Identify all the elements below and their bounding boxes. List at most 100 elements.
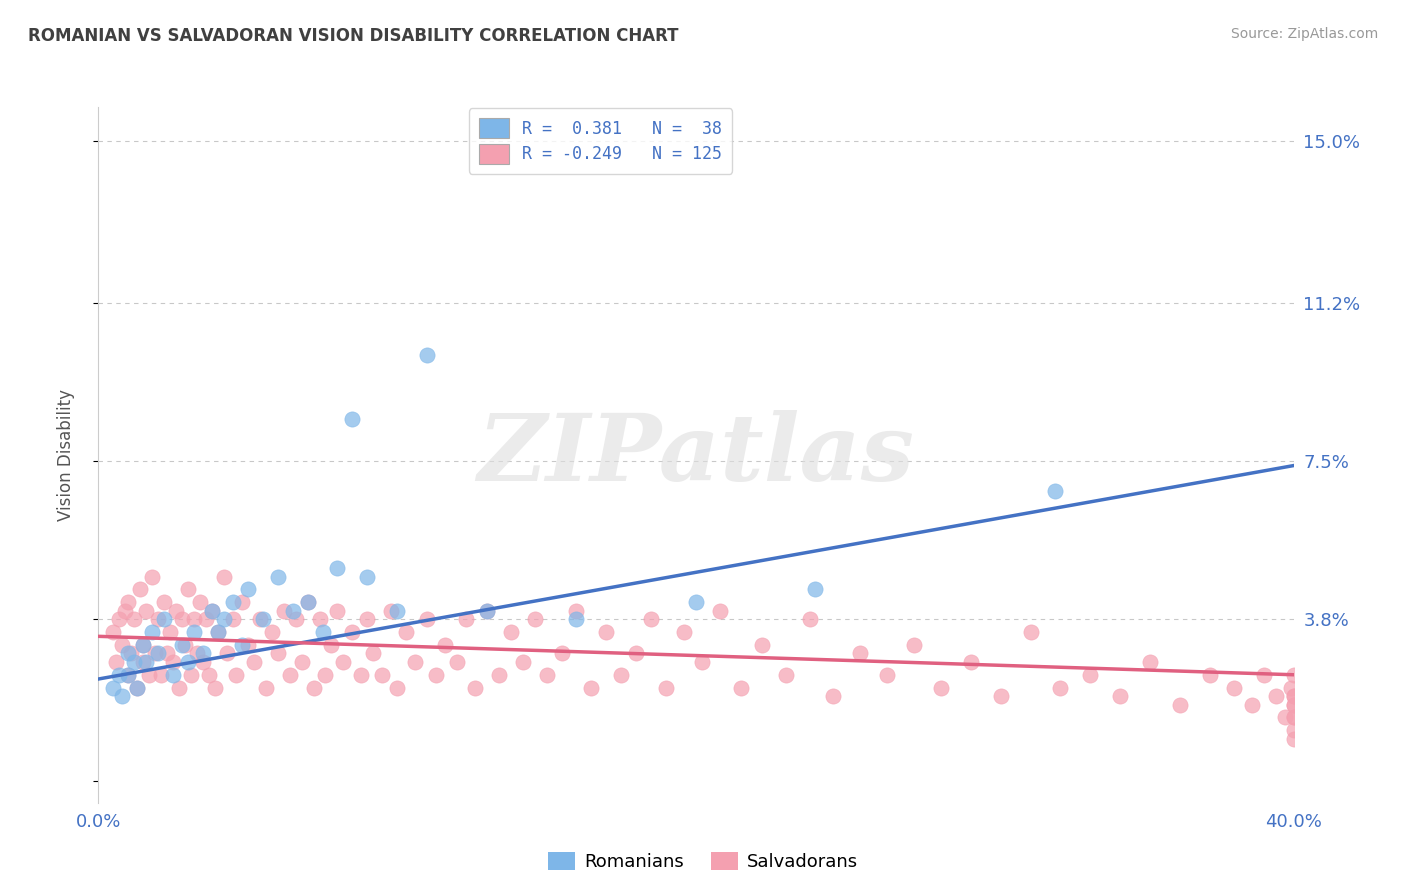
Point — [141, 569, 163, 583]
Point — [132, 638, 155, 652]
Point — [183, 612, 205, 626]
Point — [162, 655, 184, 669]
Point — [311, 625, 333, 640]
Point — [195, 612, 218, 626]
Point — [186, 647, 208, 661]
Point — [536, 667, 558, 681]
Point — [174, 638, 197, 652]
Point — [1253, 667, 1275, 681]
Point — [188, 595, 211, 609]
Point — [1282, 698, 1305, 712]
Point — [231, 595, 253, 609]
Point — [709, 604, 731, 618]
Point — [153, 595, 176, 609]
Point — [267, 569, 290, 583]
Point — [117, 667, 139, 681]
Point — [404, 655, 426, 669]
Point — [172, 638, 194, 652]
Point — [132, 655, 155, 669]
Point — [1240, 698, 1263, 712]
Point — [243, 655, 266, 669]
Point — [425, 667, 447, 681]
Point — [135, 655, 157, 669]
Point — [876, 667, 898, 681]
Point — [249, 612, 271, 626]
Point — [124, 612, 146, 626]
Point — [150, 667, 173, 681]
Point — [475, 604, 498, 618]
Point — [929, 681, 952, 695]
Point — [191, 655, 214, 669]
Point — [143, 647, 166, 661]
Point — [1282, 698, 1305, 712]
Point — [177, 655, 200, 669]
Point — [117, 647, 139, 661]
Point — [371, 667, 394, 681]
Point — [903, 638, 925, 652]
Point — [1282, 710, 1305, 724]
Y-axis label: Vision Disability: Vision Disability — [56, 389, 75, 521]
Point — [1139, 655, 1161, 669]
Point — [1274, 710, 1296, 724]
Point — [356, 569, 378, 583]
Point — [416, 348, 439, 362]
Point — [326, 561, 349, 575]
Point — [690, 655, 713, 669]
Point — [162, 667, 184, 681]
Point — [222, 612, 245, 626]
Point — [454, 612, 477, 626]
Point — [395, 625, 418, 640]
Point — [165, 604, 187, 618]
Point — [673, 625, 696, 640]
Point — [446, 655, 468, 669]
Point — [207, 625, 229, 640]
Point — [488, 667, 510, 681]
Point — [1109, 689, 1132, 703]
Text: ZIPatlas: ZIPatlas — [478, 410, 914, 500]
Point — [127, 681, 149, 695]
Point — [823, 689, 845, 703]
Point — [350, 667, 373, 681]
Point — [416, 612, 439, 626]
Point — [550, 647, 572, 661]
Point — [278, 667, 301, 681]
Point — [499, 625, 522, 640]
Point — [212, 612, 235, 626]
Point — [215, 647, 238, 661]
Point — [581, 681, 603, 695]
Point — [117, 667, 139, 681]
Legend: Romanians, Salvadorans: Romanians, Salvadorans — [541, 845, 865, 879]
Point — [159, 625, 181, 640]
Point — [135, 604, 157, 618]
Point — [799, 612, 821, 626]
Point — [204, 681, 226, 695]
Point — [231, 638, 253, 652]
Point — [321, 638, 343, 652]
Point — [1080, 667, 1102, 681]
Point — [111, 689, 134, 703]
Point — [153, 612, 176, 626]
Point — [326, 604, 349, 618]
Point — [111, 638, 134, 652]
Point — [252, 612, 274, 626]
Point — [297, 595, 319, 609]
Point — [380, 604, 402, 618]
Point — [385, 681, 409, 695]
Point — [1049, 681, 1071, 695]
Point — [1282, 723, 1305, 738]
Legend: R =  0.381   N =  38, R = -0.249   N = 125: R = 0.381 N = 38, R = -0.249 N = 125 — [468, 109, 733, 174]
Point — [201, 604, 224, 618]
Point — [434, 638, 457, 652]
Point — [960, 655, 983, 669]
Point — [180, 667, 202, 681]
Point — [177, 582, 200, 597]
Point — [990, 689, 1012, 703]
Point — [212, 569, 235, 583]
Point — [267, 647, 290, 661]
Point — [640, 612, 662, 626]
Point — [1282, 710, 1305, 724]
Point — [849, 647, 872, 661]
Point — [284, 612, 307, 626]
Point — [120, 647, 142, 661]
Point — [103, 681, 125, 695]
